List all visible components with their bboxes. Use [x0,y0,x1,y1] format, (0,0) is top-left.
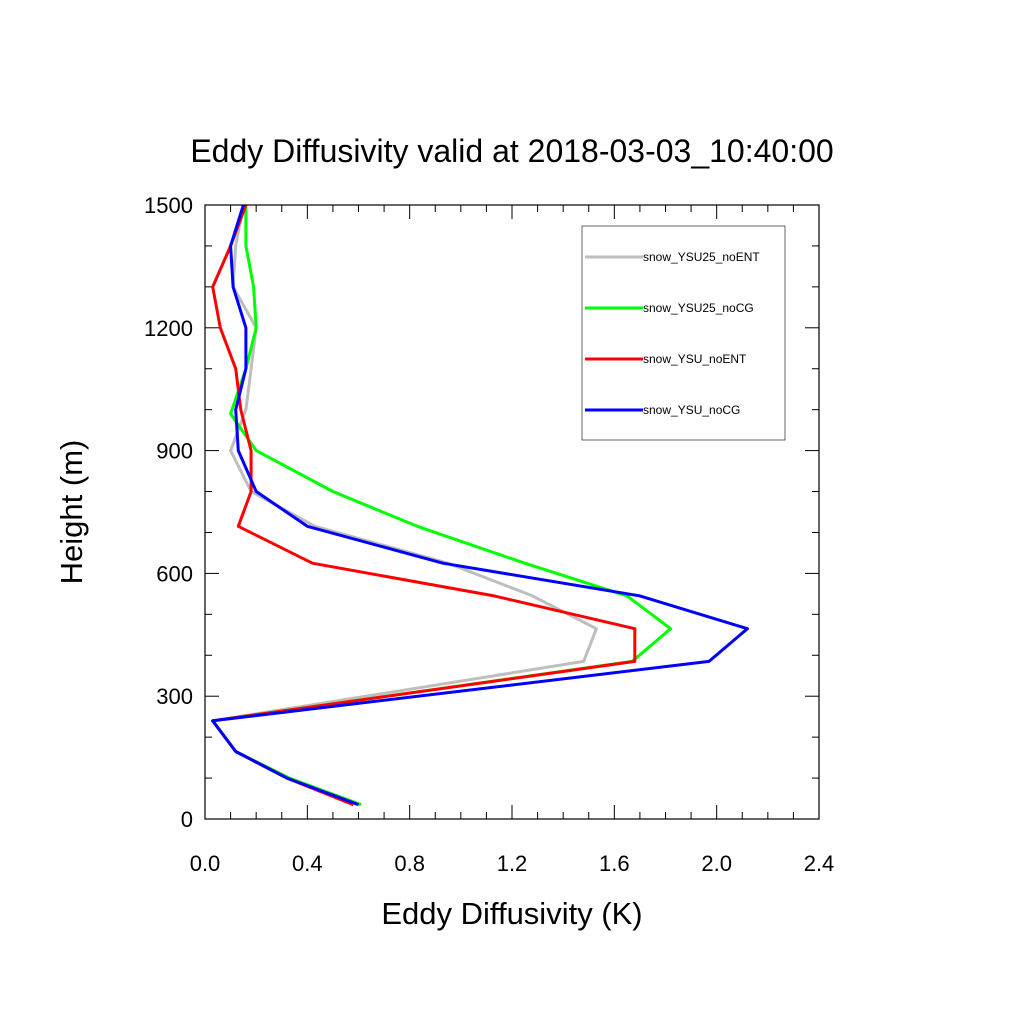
plot-frame [204,204,820,820]
x-tick-label: 2.0 [701,851,732,876]
chart-title: Eddy Diffusivity valid at 2018-03-03_10:… [190,133,833,169]
y-tick-label: 1500 [144,193,193,218]
x-tick-labels: 0.0 0.4 0.8 1.2 1.6 2.0 2.4 [190,851,835,876]
y-tick-label: 300 [156,684,193,709]
y-tick-label: 600 [156,561,193,586]
legend: snow_YSU25_noENT snow_YSU25_noCG snow_YSU_… [581,225,786,441]
series-lines [211,204,749,807]
x-tick-label: 0.0 [190,851,221,876]
x-tick-label: 2.4 [804,851,835,876]
legend-label: snow_YSU25_noCG [643,301,754,315]
legend-box [581,225,786,441]
y-tick-label: 0 [181,807,193,832]
x-tick-label: 1.6 [599,851,630,876]
y-tick-label: 1200 [144,316,193,341]
tick-marks [204,204,820,820]
x-tick-label: 1.2 [497,851,528,876]
y-tick-label: 900 [156,439,193,464]
y-tick-labels: 0 300 600 900 1200 1500 [144,193,193,832]
x-tick-label: 0.4 [292,851,323,876]
legend-label: snow_YSU_noENT [643,352,747,366]
legend-label: snow_YSU_noCG [643,403,740,417]
series-line-snow_YSU_noCG [211,204,749,807]
x-tick-label: 0.8 [394,851,425,876]
x-axis-label: Eddy Diffusivity (K) [381,896,642,931]
y-axis-label: Height (m) [54,440,89,585]
legend-label: snow_YSU25_noENT [643,250,760,264]
